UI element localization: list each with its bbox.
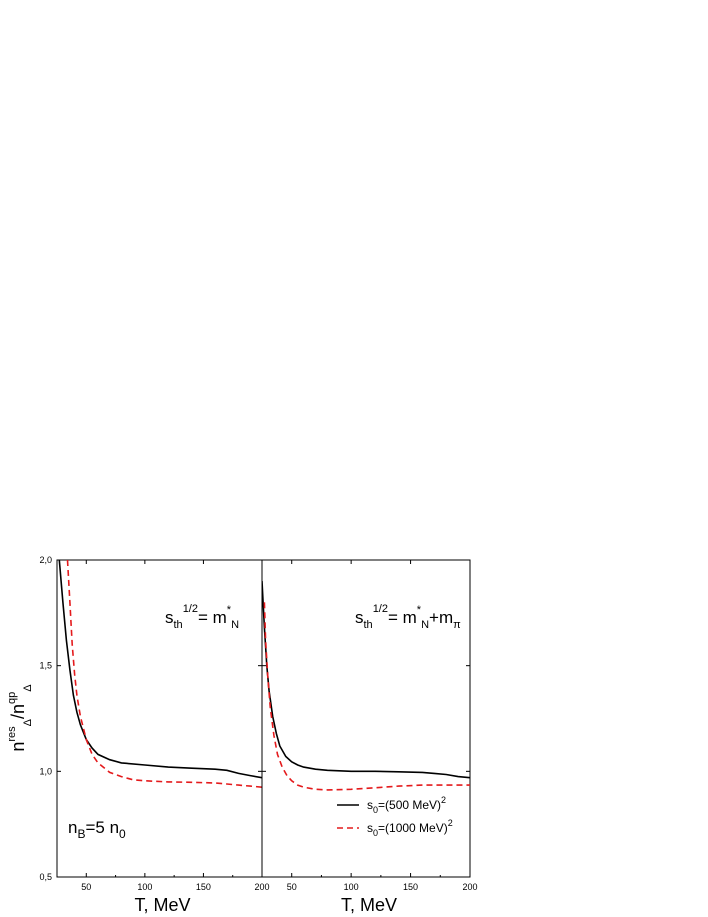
legend-label-dashed: s0=(1000 MeV)2 — [367, 818, 453, 838]
y-tick-label: 1,0 — [39, 766, 52, 776]
y-tick-label: 0,5 — [39, 872, 52, 882]
x-tick-label: 150 — [196, 882, 211, 892]
x-tick-label: 100 — [344, 882, 359, 892]
series-line-dashed — [263, 602, 470, 791]
legend: s0=(500 MeV)2 s0=(1000 MeV)2 — [337, 795, 453, 838]
series-line-solid — [262, 581, 470, 779]
density-note: nB=5 n0 — [68, 818, 126, 841]
x-tick-label: 50 — [287, 882, 297, 892]
x-axis-label: T, MeV — [341, 895, 397, 915]
y-axis: 0,5 1,0 1,5 2,0 nresΔ/nqpΔ — [6, 555, 52, 882]
plot-frame — [261, 559, 471, 878]
x-tick-label: 150 — [403, 882, 418, 892]
y-tick-label: 2,0 — [39, 555, 52, 565]
right-panel: 50 100 150 200 T, MeV sth1/2= m*N+mπ — [261, 559, 478, 915]
series-line-solid — [58, 560, 262, 779]
panel-annotation: sth1/2= m*N+mπ — [355, 603, 461, 631]
x-tick-label: 50 — [81, 882, 91, 892]
legend-label-solid: s0=(500 MeV)2 — [367, 795, 446, 815]
y-tick-label: 1,5 — [39, 661, 52, 671]
x-tick-label: 200 — [254, 882, 269, 892]
x-axis-label: T, MeV — [134, 895, 190, 915]
left-panel: 50 100 150 200 T, MeV sth1/2= m*N nB=5 n0 — [56, 559, 270, 915]
panel-annotation: sth1/2= m*N — [165, 603, 239, 631]
y-axis-label: nresΔ/nqpΔ — [6, 684, 34, 752]
x-tick-label: 100 — [137, 882, 152, 892]
x-tick-label: 200 — [462, 882, 477, 892]
